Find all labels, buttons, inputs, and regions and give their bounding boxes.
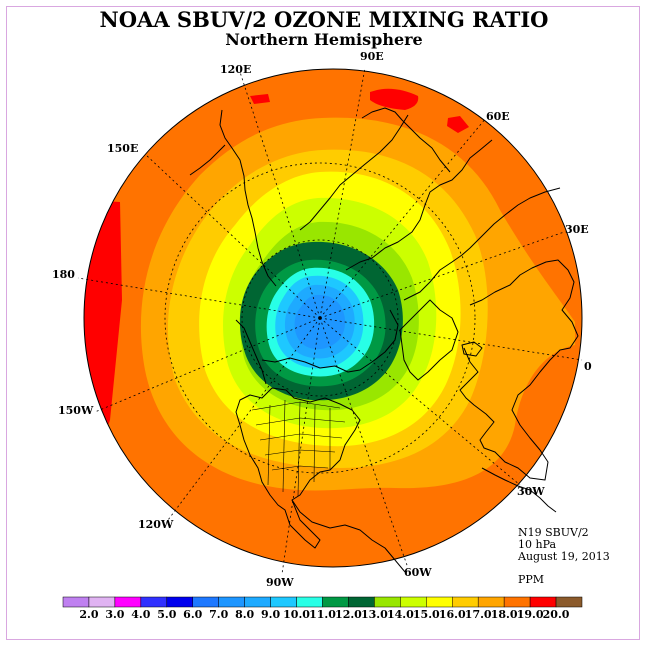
map-subtitle: Northern Hemisphere [225,30,423,49]
meridian-120w [167,317,321,521]
meridian-90w [281,317,321,575]
coast-north-america [235,387,361,549]
coast-china [361,107,451,173]
colorbar-swatch [140,596,168,608]
colorbar-tick-label: 12.0 [335,608,362,621]
colorbar-swatch [218,596,245,608]
coast-iceland [461,341,483,357]
colorbar-swatch [400,596,427,608]
lon-label-90w: 90W [266,576,294,589]
units-label: PPM [518,573,545,586]
field-level-19-top [250,94,270,104]
colorbar-swatch [270,596,297,608]
meridian-90e [319,67,366,319]
coast-siberia [345,139,493,271]
coast-central-america [291,499,406,573]
coast-east-asia [219,109,277,287]
pressure-level-label: 10 hPa [518,538,557,551]
date-label: August 19, 2013 [518,550,610,563]
coast-kamchatka [299,114,409,231]
lon-label-30e: 30E [565,223,589,236]
colorbar-swatch [62,596,90,608]
meridian-120e [239,71,321,319]
lon-label-150w: 150W [58,404,94,417]
map-title: NOAA SBUV/2 OZONE MIXING RATIO [99,7,549,32]
coast-japan [189,144,226,176]
coast-africa [481,467,557,513]
colorbar-swatches [62,596,583,608]
field-level-19-north [370,88,419,110]
lon-label-150e: 150E [107,142,138,155]
colorbar-tick-label: 11.0 [309,608,336,621]
colorbar-tick-label: 10.0 [283,608,310,621]
colorbar-tick-labels: 2.0 3.0 4.0 5.0 6.0 7.0 8.0 9.0 10.0 11.0 12.0 13.0… [79,608,569,621]
lon-label-180: 180 [52,268,75,281]
colorbar-swatch [503,596,531,608]
colorbar-swatch [426,596,453,608]
colorbar-swatch [166,596,194,608]
colorbar-tick-label: 5.0 [157,608,176,621]
colorbar-tick-label: 4.0 [131,608,150,621]
colorbar-tick-label: 17.0 [465,608,492,621]
longitude-labels: 120E 90E 60E 150E 30E 180 0 150W 30W 120… [52,50,592,589]
instrument-label: N19 SBUV/2 [518,526,589,539]
colorbar-tick-label: 18.0 [491,608,518,621]
coast-canada-arctic [261,309,399,373]
lat-circle-60n [241,239,399,397]
coastlines [189,107,579,573]
colorbar-tick-label: 6.0 [183,608,202,621]
lat-circle-30n [164,162,476,474]
colorbar-tick-label: 14.0 [387,608,414,621]
colorbar-swatch [244,596,271,608]
lon-label-120w: 120W [138,518,174,531]
colorbar-tick-label: 19.0 [517,608,544,621]
lon-label-0: 0 [584,360,592,373]
colorbar-tick-label: 16.0 [439,608,466,621]
colorbar-tick-label: 7.0 [209,608,228,621]
map-boundary [83,68,583,568]
coast-greenland [399,299,459,381]
colorbar-swatch [452,596,479,608]
colorbar-swatch [374,596,401,608]
colorbar-tick-label: 8.0 [235,608,254,621]
colorbar-swatch [348,596,375,608]
colorbar-swatch [322,596,349,608]
colorbar-swatch [114,596,142,608]
colorbar-tick-label: 13.0 [361,608,388,621]
colorbar-swatch [296,596,323,608]
colorbar-tick-label: 3.0 [105,608,124,621]
colorbar-swatch [477,596,505,608]
colorbar-swatch [88,596,116,608]
colorbar-tick-label: 20.0 [543,608,570,621]
lon-label-30w: 30W [517,485,545,498]
colorbar-swatch [555,596,583,608]
colorbar-tick-label: 15.0 [413,608,440,621]
lon-label-120e: 120E [220,63,251,76]
colorbar-tick-label: 2.0 [79,608,98,621]
colorbar-swatch [192,596,219,608]
graticule [77,67,583,575]
colorbar-swatch [529,596,557,608]
lon-label-90e: 90E [360,50,384,63]
field-level-19-north2 [447,116,469,133]
meridian-0 [319,317,583,361]
meridian-30w [319,317,521,486]
colorbar-tick-label: 9.0 [261,608,280,621]
us-state-grid [251,399,346,497]
meridian-180 [77,277,321,319]
meridian-60w [319,317,409,569]
lon-label-60e: 60E [486,110,510,123]
meridian-60e [319,117,487,319]
coast-europe [459,259,579,481]
meridian-150w [94,317,321,413]
lon-label-60w: 60W [404,566,432,579]
meridian-30e [319,231,565,319]
